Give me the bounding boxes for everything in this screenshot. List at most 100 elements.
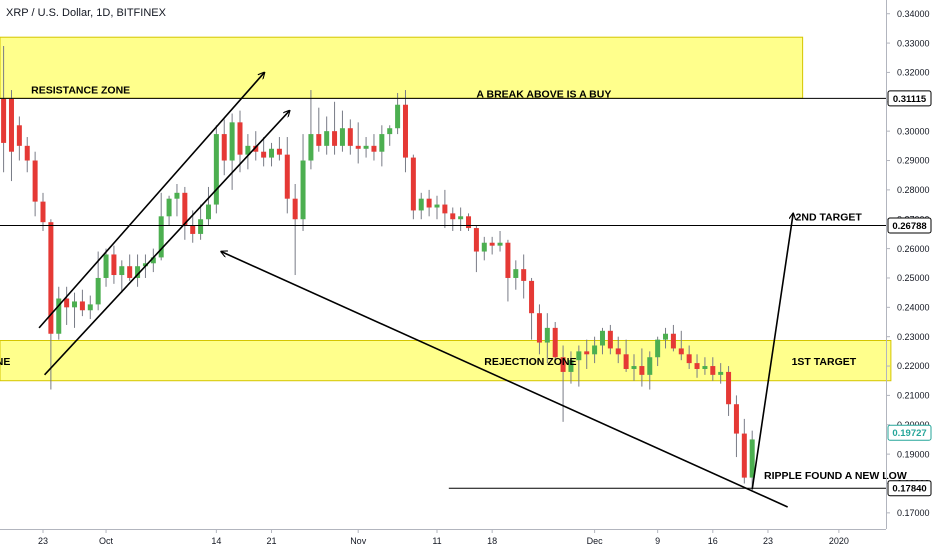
candle-body [741,433,747,478]
candle-body [505,242,511,278]
y-tick-label: 0.26000 [897,244,930,254]
price-tag-label: 0.19727 [892,428,926,439]
candle-body [16,125,22,146]
candles-layer [1,46,755,490]
y-tick-label: 0.28000 [897,185,930,195]
candle-body [647,357,653,375]
annotation-label: NE [0,356,10,368]
chart-title: XRP / U.S. Dollar, 1D, BITFINEX [6,7,166,19]
candle-body [434,204,440,208]
candle-body [371,145,377,152]
candle-body [592,345,598,355]
candle-body [166,198,172,217]
candle-body [8,98,14,152]
candle-body [710,366,716,375]
annotation-label: RIPPLE FOUND A NEW LOW [764,470,907,482]
x-tick-label: 21 [267,536,277,546]
candle-body [95,277,101,305]
y-tick-label: 0.32000 [897,68,930,78]
candle-body [245,145,251,155]
candle-body [466,216,472,229]
annotation-label: 1ST TARGET [792,356,857,368]
candle-body [347,128,353,146]
price-tag-label: 0.26788 [892,221,926,232]
candle-body [87,304,93,311]
annotation-label: RESISTANCE ZONE [31,85,130,97]
y-tick-label: 0.24000 [897,303,930,313]
annotation-label: 2ND TARGET [796,212,863,224]
candle-body [481,242,487,252]
x-tick-label: Dec [587,536,604,546]
x-tick-label: 18 [487,536,497,546]
candle-body [749,439,755,478]
x-tick-label: 2020 [829,536,849,546]
y-tick-label: 0.22000 [897,361,930,371]
annotation-label: REJECTION ZONE [484,356,576,368]
candle-body [174,192,180,199]
candle-body [450,213,456,220]
y-tick-label: 0.34000 [897,9,930,19]
candle-body [221,134,227,161]
annotations-layer: RESISTANCE ZONE A BREAK ABOVE IS A BUY 2ND… [0,85,907,483]
channel-lower-line [43,111,290,376]
candle-body [111,254,117,276]
candle-body [694,363,700,369]
candle-body [363,145,369,149]
candle-body [615,348,621,355]
trend-lines-layer [38,72,793,508]
candle-body [79,301,85,311]
candle-body [64,298,70,308]
candle-body [663,333,669,340]
candle-body [355,145,361,149]
candle-body [529,280,535,314]
candle-body [119,266,125,276]
candle-body [402,104,408,158]
candle-body [718,371,724,375]
x-tick-label: 11 [432,536,441,546]
candle-body [497,242,503,246]
channel-upper-line [38,72,264,329]
x-tick-label: 16 [708,536,718,546]
x-tick-label: Nov [350,536,367,546]
price-tag-box [887,90,932,107]
candle-body [584,351,590,355]
candle-body [324,131,330,146]
candle-body [237,122,243,155]
candle-body [576,351,582,361]
horizontal-lines-layer [0,97,886,489]
x-tick-label: 14 [211,536,221,546]
candle-body [387,128,393,135]
candle-body [489,242,495,246]
candle-body [142,263,148,267]
candle-body [623,354,629,369]
candle-body [269,148,275,158]
candle-body [213,134,219,205]
candle-body [639,366,645,375]
candle-body [24,145,30,161]
candle-body [686,354,692,364]
candle-body [410,157,416,211]
candle-body [103,254,109,278]
candle-body [56,298,62,334]
y-tick-label: 0.29000 [897,156,930,166]
candle-body [599,330,605,346]
candle-body [426,198,432,208]
candle-body [631,366,637,369]
candle-body [560,357,566,372]
x-tick-label: 23 [763,536,773,546]
candle-body [127,266,133,278]
candle-body [150,257,156,264]
candle-body [292,198,298,220]
downtrend-line [221,252,788,508]
price-tag-label: 0.17840 [892,484,926,495]
candle-body [253,145,259,152]
y-tick-label: 0.17000 [897,508,930,518]
candle-body [418,198,424,211]
y-tick-label: 0.25000 [897,273,930,283]
candle-body [300,160,306,220]
candle-body [568,360,574,372]
candle-body [702,366,708,369]
candle-body [182,192,188,226]
x-tick-label: Oct [99,536,114,546]
candle-body [544,327,550,343]
